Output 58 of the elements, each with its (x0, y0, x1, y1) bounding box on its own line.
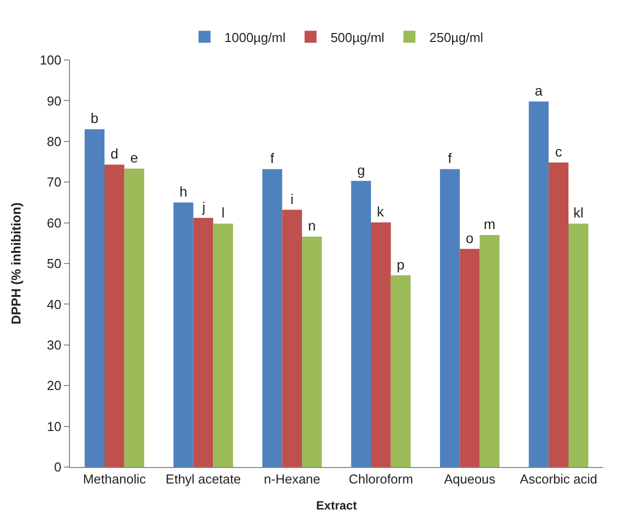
data-label: l (222, 204, 225, 221)
bar (193, 218, 214, 467)
bar (351, 180, 371, 467)
bar (460, 248, 480, 467)
bar (104, 164, 124, 467)
y-tick-label: 100 (40, 52, 62, 68)
bar (480, 235, 500, 467)
bar (173, 202, 194, 467)
data-label: e (130, 150, 138, 166)
legend-label: 250µg/ml (429, 30, 484, 45)
data-label: a (534, 82, 543, 99)
data-label: f (270, 150, 274, 166)
x-tick-label: Ascorbic acid (520, 472, 598, 487)
x-axis-title: Extract (316, 498, 357, 512)
y-tick-label: 70 (46, 174, 62, 190)
data-label: c (555, 144, 562, 160)
data-label: f (448, 150, 452, 166)
bar (124, 168, 144, 467)
bar (84, 129, 104, 467)
y-tick-label: 40 (46, 296, 62, 312)
bar (440, 169, 460, 467)
bar (262, 169, 282, 467)
x-tick-label: Aqueous (444, 472, 496, 487)
data-label: b (90, 110, 99, 126)
bar (568, 224, 588, 467)
bar (282, 210, 302, 467)
x-tick-label: Chloroform (348, 472, 414, 487)
data-label: kl (573, 204, 584, 221)
data-label: n (308, 218, 316, 234)
data-label: o (466, 230, 474, 246)
data-label: g (357, 162, 365, 178)
data-label: h (180, 183, 188, 200)
legend-label: 500µg/ml (330, 30, 384, 45)
data-label: j (201, 198, 206, 215)
y-tick-label: 0 (54, 460, 62, 475)
data-label: p (396, 256, 405, 272)
bar (528, 102, 549, 467)
y-tick-label: 90 (46, 93, 62, 108)
x-tick-label: Methanolic (82, 472, 146, 487)
y-tick-label: 50 (46, 256, 62, 272)
x-tick-label: n-Hexane (264, 472, 320, 487)
x-tick-label: Ethyl acetate (166, 472, 241, 487)
y-tick-label: 20 (46, 378, 62, 394)
bar (390, 275, 411, 467)
bar (371, 222, 391, 467)
y-tick-label: 60 (46, 215, 62, 230)
y-tick-label: 80 (46, 134, 62, 149)
bar (213, 224, 234, 467)
bar (548, 162, 568, 467)
bar (302, 236, 322, 467)
data-label: k (376, 203, 385, 220)
data-label: i (290, 190, 294, 207)
legend-label: 1000µg/ml (224, 30, 286, 45)
y-axis-title: DPPH (% inhibition) (8, 202, 24, 325)
y-tick-label: 30 (46, 337, 62, 352)
data-label: d (110, 146, 118, 162)
data-label: m (484, 216, 496, 232)
y-tick-label: 10 (46, 418, 62, 434)
